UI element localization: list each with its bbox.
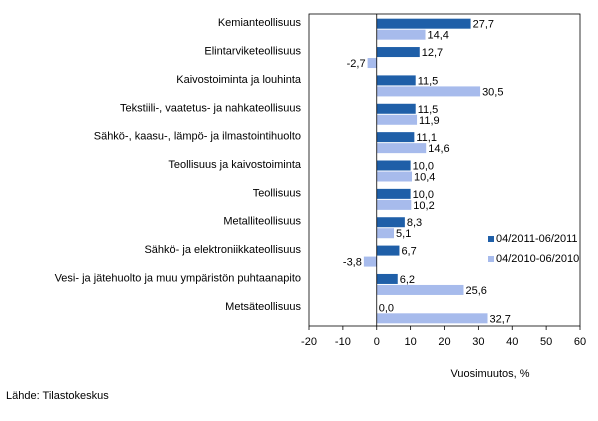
bar [376, 284, 464, 295]
data-label: 14,4 [428, 30, 449, 42]
category-label: Sähkö-, kaasu-, lämpö- ja ilmastointihuo… [94, 131, 301, 143]
data-label: 27,7 [473, 19, 494, 31]
bar [376, 18, 471, 29]
data-label: 25,6 [465, 285, 486, 297]
source-note: Lähde: Tilastokeskus [6, 390, 109, 402]
data-label: 10,0 [413, 189, 434, 201]
x-tick-label: 60 [574, 336, 586, 348]
data-label: 11,9 [419, 115, 440, 127]
legend-swatch [488, 236, 494, 242]
data-label: 8,3 [407, 217, 422, 229]
bar [376, 29, 426, 40]
bar [363, 256, 377, 267]
category-label: Kaivostoiminta ja louhinta [176, 74, 302, 86]
legend-label: 04/2010-06/2010 [496, 253, 579, 265]
x-tick-label: -20 [301, 336, 317, 348]
bar [376, 75, 416, 86]
bar [376, 47, 420, 58]
bar [376, 132, 415, 143]
category-label: Metsäteollisuus [225, 301, 301, 313]
legend: 04/2011-06/2011 04/2010-06/2010 [488, 233, 579, 265]
data-label: 32,7 [490, 313, 511, 325]
category-label: Tekstiili-, vaatetus- ja nahkateollisuus [120, 102, 301, 114]
category-label: Sähkö- ja elektroniikkateollisuus [144, 244, 301, 256]
x-tick-label: 40 [506, 336, 518, 348]
bar [376, 114, 418, 125]
data-label: 5,1 [396, 228, 411, 240]
x-tick-label: -10 [335, 336, 351, 348]
bar [376, 160, 411, 171]
data-label: 14,6 [428, 143, 449, 155]
bar [376, 245, 400, 256]
data-label: 6,7 [401, 246, 416, 258]
value-labels: 27,714,412,7-2,711,530,511,511,911,114,6… [343, 19, 511, 326]
bars [363, 18, 488, 324]
x-axis: -20 -10 0 10 20 30 40 50 60 [301, 13, 586, 348]
bar [376, 171, 412, 182]
data-label: 10,2 [413, 200, 434, 212]
data-label: -3,8 [343, 257, 362, 269]
data-label: 11,5 [418, 75, 439, 87]
x-tick-label: 10 [405, 336, 417, 348]
legend-swatch [488, 256, 494, 262]
x-axis-title: Vuosimuutos, % [450, 368, 529, 380]
bar [376, 217, 405, 228]
data-label: 12,7 [422, 47, 443, 59]
x-tick-label: 0 [374, 336, 380, 348]
bar [376, 199, 412, 210]
bar [376, 143, 427, 154]
category-label: Teollisuus ja kaivostoiminta [168, 159, 302, 171]
data-label: 11,1 [416, 132, 437, 144]
category-label: Kemianteollisuus [218, 17, 302, 29]
category-label: Elintarviketeollisuus [204, 46, 301, 58]
bar [376, 273, 398, 284]
data-label: 30,5 [482, 86, 503, 98]
bar [376, 313, 488, 324]
x-tick-label: 50 [540, 336, 552, 348]
category-labels: Kemianteollisuus Elintarviketeollisuus Kai… [55, 17, 302, 313]
bar [376, 103, 416, 114]
data-label: 10,0 [413, 161, 434, 173]
data-label: 6,2 [400, 274, 415, 286]
x-tick-label: 20 [438, 336, 450, 348]
category-label: Metalliteollisuus [223, 216, 301, 228]
bar [376, 86, 481, 97]
data-label: 10,4 [414, 172, 435, 184]
category-label: Vesi- ja jätehuolto ja muu ympäristön pu… [55, 272, 301, 284]
data-label: 11,5 [418, 104, 439, 116]
bar [367, 58, 377, 69]
bar [376, 188, 411, 199]
x-tick-label: 30 [472, 336, 484, 348]
bar [376, 228, 395, 239]
legend-label: 04/2011-06/2011 [496, 233, 578, 245]
data-label: -2,7 [347, 58, 366, 70]
data-label: 0,0 [379, 302, 394, 314]
category-label: Teollisuus [253, 187, 302, 199]
